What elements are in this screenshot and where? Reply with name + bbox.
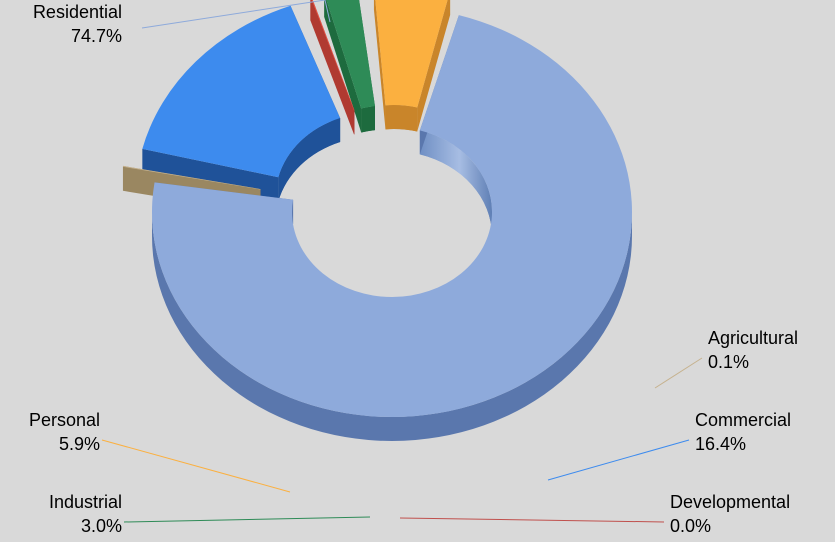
- slice-end-cap: [417, 0, 451, 132]
- leader-line: [141, 0, 331, 29]
- slice-industrial[interactable]: [324, 0, 375, 133]
- label-value: 0.0%: [670, 516, 711, 536]
- slice-top: [375, 0, 448, 108]
- label-value: 74.7%: [71, 26, 122, 46]
- slice-top: [326, 0, 375, 109]
- slice-inner-wall: [385, 105, 418, 132]
- label-category: Developmental: [670, 492, 790, 512]
- data-label-commercial: Commercial 16.4%: [547, 410, 791, 481]
- slice-end-cap: [324, 0, 362, 133]
- slice-top: [122, 165, 261, 190]
- slice-inner-wall: [419, 130, 492, 236]
- label-value: 3.0%: [81, 516, 122, 536]
- slice-top: [311, 0, 355, 111]
- leader-line: [123, 516, 371, 523]
- label-category: Industrial: [49, 492, 122, 512]
- leader-line: [547, 439, 690, 481]
- data-label-residential: Residential 74.7%: [33, 0, 331, 46]
- slice-inner-wall: [278, 117, 341, 202]
- label-category: Personal: [29, 410, 100, 430]
- slice-inner-wall: [361, 106, 375, 133]
- label-category: Agricultural: [708, 328, 798, 348]
- label-category: Residential: [33, 2, 122, 22]
- slice-top: [152, 15, 632, 417]
- data-label-agricultural: Agricultural 0.1%: [654, 328, 798, 389]
- label-value: 16.4%: [695, 434, 746, 454]
- data-label-personal: Personal 5.9%: [29, 410, 291, 493]
- slice-residential[interactable]: [152, 15, 632, 441]
- slice-commercial[interactable]: [142, 5, 341, 202]
- slice-end-cap: [311, 0, 355, 135]
- leader-line: [654, 357, 703, 389]
- label-category: Commercial: [695, 410, 791, 430]
- leader-line: [101, 439, 291, 493]
- slice-top: [142, 5, 341, 178]
- label-value: 5.9%: [59, 434, 100, 454]
- slice-developmental[interactable]: [310, 0, 355, 135]
- data-label-industrial: Industrial 3.0%: [49, 492, 371, 536]
- slice-end-cap: [373, 0, 386, 130]
- label-value: 0.1%: [708, 352, 749, 372]
- slice-personal[interactable]: [373, 0, 451, 132]
- leader-line: [399, 517, 665, 523]
- data-label-developmental: Developmental 0.0%: [399, 492, 790, 536]
